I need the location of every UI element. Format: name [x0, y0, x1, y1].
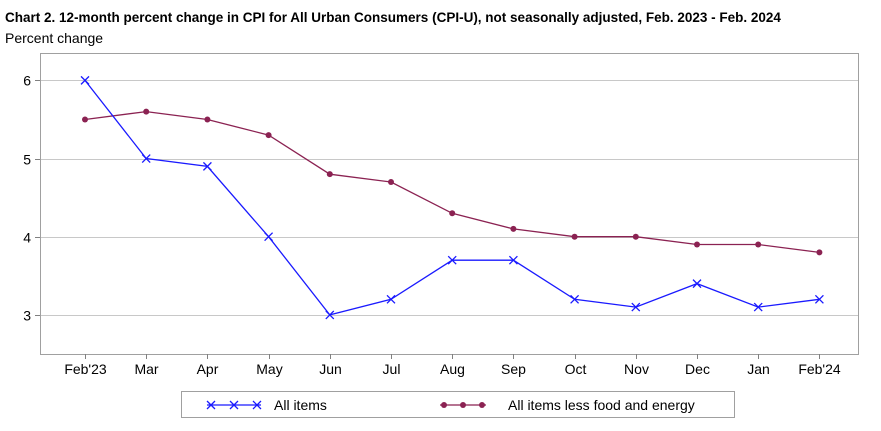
data-point-all-items-less-food-and-energy: [143, 108, 150, 115]
legend-item-all-items: All items: [206, 397, 327, 413]
x-tick-label: Oct: [565, 361, 587, 377]
data-point-all-items: [814, 294, 824, 304]
legend-item-all-items-less-food-and-energy: All items less food and energy: [440, 397, 695, 413]
data-point-all-items: [141, 154, 151, 164]
x-tick-label: Aug: [440, 361, 465, 377]
legend-marker-all-items: [252, 400, 262, 410]
data-point-all-items: [447, 255, 457, 265]
data-point-all-items: [508, 255, 518, 265]
x-tick-label: Jan: [747, 361, 770, 377]
legend-label-all-items: All items: [274, 397, 327, 413]
y-tick-label: 4: [23, 230, 31, 246]
data-point-all-items-less-food-and-energy: [571, 233, 578, 240]
data-point-all-items: [386, 294, 396, 304]
data-point-all-items-less-food-and-energy: [388, 179, 394, 185]
chart-title: Chart 2. 12-month percent change in CPI …: [5, 10, 781, 25]
data-point-all-items-less-food-and-energy: [510, 225, 517, 232]
series-all-items: [80, 75, 824, 320]
data-point-all-items-less-food-and-energy: [82, 116, 88, 123]
x-tick-label: Jun: [319, 361, 342, 377]
legend-label-all-items-less-food-and-energy: All items less food and energy: [508, 397, 695, 413]
y-tick-label: 6: [23, 73, 31, 89]
data-point-all-items-less-food-and-energy: [449, 210, 456, 217]
x-tick-label: Feb'23: [64, 361, 107, 377]
x-tick-label: Nov: [624, 361, 649, 377]
data-point-all-items-less-food-and-energy: [326, 171, 333, 178]
data-point-all-items-less-food-and-energy: [694, 241, 700, 248]
x-tick-label: Mar: [134, 361, 158, 377]
x-tick-label: Sep: [501, 361, 526, 377]
data-point-all-items: [325, 310, 335, 320]
series-group: [80, 75, 824, 320]
y-tick-label: 5: [23, 152, 31, 168]
legend: All items All items less food and energy: [181, 391, 735, 418]
x-tick-label: Jul: [383, 361, 401, 377]
data-point-all-items: [80, 75, 90, 85]
plot-frame: [40, 53, 859, 355]
x-axis: Feb'23 Mar Apr May Jun Jul Aug Sep Oct Nov Dec Jan F…: [64, 354, 841, 377]
legend-marker-all-items: [229, 400, 239, 410]
legend-marker-all-items-less-food-and-energy: [479, 402, 485, 408]
legend-marker-all-items-less-food-and-energy: [441, 402, 447, 408]
y-tick-label: 3: [23, 308, 31, 324]
series-all-items-less-food-and-energy: [82, 108, 823, 256]
x-tick-label: Feb'24: [798, 361, 841, 377]
x-tick-label: Dec: [685, 361, 710, 377]
data-point-all-items: [202, 161, 212, 171]
y-axis: 3 4 5 6: [23, 73, 40, 324]
data-point-all-items-less-food-and-energy: [204, 116, 211, 123]
series-line-all-items: [84, 79, 820, 316]
data-point-all-items-less-food-and-energy: [816, 249, 823, 256]
legend-marker-all-items: [206, 400, 216, 410]
gridlines: [40, 80, 858, 316]
legend-marker-all-items-less-food-and-energy: [460, 402, 466, 408]
data-point-all-items-less-food-and-energy: [755, 241, 762, 248]
x-tick-label: Apr: [197, 361, 219, 377]
data-point-all-items: [692, 279, 702, 289]
data-point-all-items: [753, 302, 763, 312]
y-axis-label: Percent change: [5, 30, 104, 46]
x-tick-label: May: [256, 361, 282, 377]
data-point-all-items: [570, 294, 580, 304]
data-point-all-items-less-food-and-energy: [632, 233, 639, 240]
data-point-all-items: [264, 232, 274, 242]
series-line-all-items-less-food-and-energy: [84, 110, 820, 254]
data-point-all-items-less-food-and-energy: [265, 132, 272, 139]
data-point-all-items: [631, 302, 641, 312]
